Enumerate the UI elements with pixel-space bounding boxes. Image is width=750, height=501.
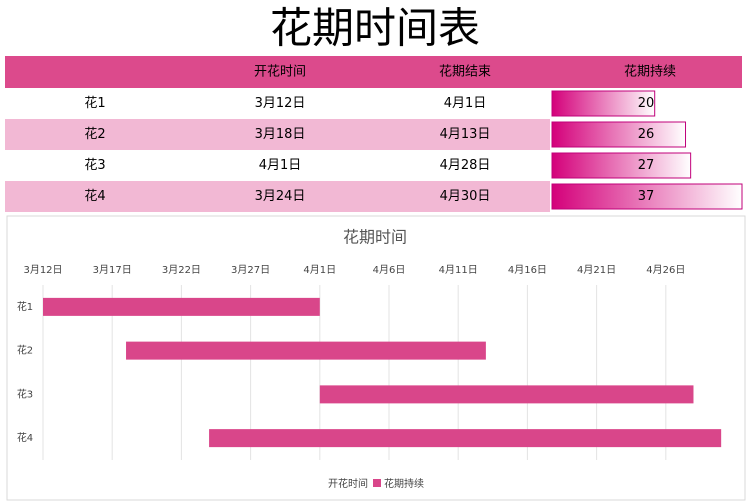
- x-tick-label: 3月17日: [93, 264, 132, 276]
- row-name: 花2: [84, 126, 105, 142]
- start-date: 4月1日: [259, 158, 302, 173]
- table-row: [5, 88, 550, 119]
- table-row: [5, 150, 550, 181]
- duration: 26: [638, 127, 655, 142]
- row-name: 花3: [84, 157, 105, 173]
- x-tick-label: 4月26日: [646, 264, 685, 276]
- table-row: [5, 119, 550, 150]
- x-tick-label: 3月27日: [231, 264, 270, 276]
- data-bar: [551, 90, 656, 117]
- legend-label: 花期持续: [384, 477, 424, 490]
- end-date: 4月13日: [440, 127, 491, 142]
- bar-segment: [319, 385, 694, 404]
- duration: 37: [638, 189, 655, 204]
- y-tick-label: 花2: [17, 344, 33, 357]
- x-tick-label: 4月1日: [303, 264, 336, 276]
- table-row: [5, 181, 550, 212]
- page-title: 花期时间表: [270, 4, 480, 53]
- column-header: 花期持续: [624, 64, 676, 80]
- duration: 20: [638, 96, 655, 111]
- data-bar: [551, 152, 692, 179]
- table-header: [5, 56, 742, 88]
- x-tick-label: 4月11日: [439, 264, 478, 276]
- column-header: 开花时间: [254, 64, 306, 80]
- data-bar: [551, 121, 687, 148]
- chart-title: 花期时间: [343, 228, 407, 247]
- y-tick-label: 花1: [17, 300, 33, 313]
- duration: 27: [638, 158, 655, 173]
- bar-segment: [43, 297, 320, 316]
- x-tick-label: 3月22日: [162, 264, 201, 276]
- end-date: 4月28日: [440, 158, 491, 173]
- end-date: 4月30日: [440, 189, 491, 204]
- legend-swatch: [373, 479, 381, 487]
- bar-segment: [126, 341, 486, 360]
- x-tick-label: 4月6日: [373, 264, 406, 276]
- x-tick-label: 4月21日: [577, 264, 616, 276]
- x-tick-label: 4月16日: [508, 264, 547, 276]
- y-tick-label: 花4: [17, 431, 33, 444]
- x-tick-label: 3月12日: [23, 264, 62, 276]
- column-header: 花期结束: [439, 64, 491, 80]
- legend-label: 开花时间: [328, 477, 368, 490]
- row-name: 花4: [84, 188, 105, 204]
- start-date: 3月12日: [255, 96, 306, 111]
- row-name: 花1: [84, 95, 105, 111]
- data-bar: [551, 183, 743, 210]
- start-date: 3月24日: [255, 189, 306, 204]
- end-date: 4月1日: [444, 96, 487, 111]
- start-date: 3月18日: [255, 127, 306, 142]
- y-tick-label: 花3: [17, 387, 33, 400]
- bar-segment: [209, 429, 722, 448]
